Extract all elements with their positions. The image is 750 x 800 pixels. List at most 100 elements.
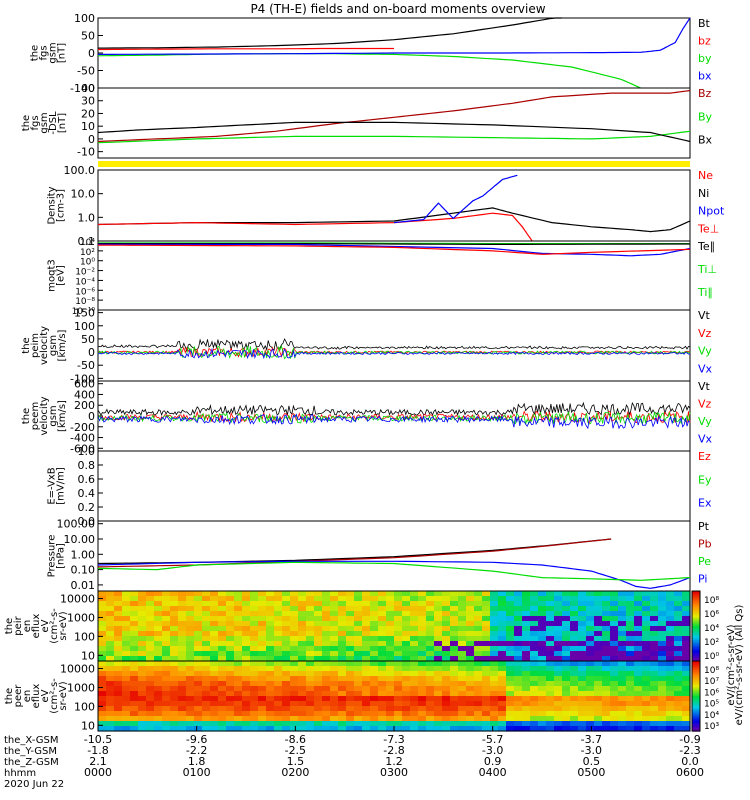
heatmap-cell bbox=[322, 721, 331, 727]
heatmap-cell bbox=[98, 626, 107, 632]
heatmap-cell bbox=[410, 711, 419, 717]
heatmap-cell bbox=[314, 591, 323, 597]
heatmap-cell bbox=[298, 701, 307, 707]
heatmap-cell bbox=[594, 596, 603, 602]
heatmap-cell bbox=[234, 726, 243, 732]
heatmap-cell bbox=[458, 636, 467, 642]
heatmap-cell bbox=[402, 591, 411, 597]
heatmap-cell bbox=[258, 646, 267, 652]
heatmap-cell bbox=[666, 721, 675, 727]
legend-npot: Npot bbox=[698, 205, 725, 218]
heatmap-cell bbox=[250, 641, 259, 647]
heatmap-cell bbox=[466, 726, 475, 732]
heatmap-cell bbox=[250, 696, 259, 702]
heatmap-cell bbox=[426, 591, 435, 597]
heatmap-cell bbox=[322, 666, 331, 672]
heatmap-cell bbox=[282, 591, 291, 597]
heatmap-cell bbox=[450, 596, 459, 602]
heatmap-cell bbox=[114, 691, 123, 697]
y-tick-label: 0 bbox=[88, 410, 95, 423]
heatmap-cell bbox=[370, 636, 379, 642]
heatmap-cell bbox=[202, 666, 211, 672]
heatmap-cell bbox=[194, 606, 203, 612]
heatmap-cell bbox=[154, 596, 163, 602]
heatmap-cell bbox=[410, 686, 419, 692]
heatmap-cell bbox=[658, 626, 667, 632]
heatmap-cell bbox=[330, 666, 339, 672]
heatmap-cell bbox=[138, 591, 147, 597]
heatmap-cell bbox=[506, 611, 515, 617]
heatmap-cell bbox=[594, 726, 603, 732]
heatmap-cell bbox=[466, 716, 475, 722]
heatmap-cell bbox=[578, 726, 587, 732]
heatmap-cell bbox=[394, 636, 403, 642]
heatmap-cell bbox=[634, 611, 643, 617]
panel-frame bbox=[97, 240, 691, 311]
heatmap-cell bbox=[266, 626, 275, 632]
colorbar-segment bbox=[692, 636, 700, 639]
heatmap-cell bbox=[418, 711, 427, 717]
heatmap-cell bbox=[578, 661, 587, 667]
heatmap-cell bbox=[618, 646, 627, 652]
heatmap-cell bbox=[314, 641, 323, 647]
heatmap-cell bbox=[650, 681, 659, 687]
heatmap-cell bbox=[418, 606, 427, 612]
heatmap-cell bbox=[642, 591, 651, 597]
heatmap-cell bbox=[258, 716, 267, 722]
heatmap-cell bbox=[450, 676, 459, 682]
heatmap-cell bbox=[562, 626, 571, 632]
heatmap-cell bbox=[458, 611, 467, 617]
y-tick-label: 40 bbox=[81, 82, 95, 95]
heatmap-cell bbox=[642, 606, 651, 612]
heatmap-cell bbox=[122, 616, 131, 622]
heatmap-cell bbox=[450, 616, 459, 622]
heatmap-cell bbox=[674, 721, 683, 727]
heatmap-cell bbox=[258, 676, 267, 682]
heatmap-cell bbox=[178, 596, 187, 602]
heatmap-cell bbox=[146, 596, 155, 602]
heatmap-cell bbox=[682, 656, 691, 662]
heatmap-cell bbox=[330, 621, 339, 627]
heatmap-cell bbox=[394, 666, 403, 672]
heatmap-cell bbox=[418, 726, 427, 732]
colorbar-segment bbox=[692, 724, 700, 727]
heatmap-cell bbox=[546, 726, 555, 732]
x-tick-label: -2.3 bbox=[679, 744, 700, 757]
heatmap-cell bbox=[130, 596, 139, 602]
heatmap-cell bbox=[330, 601, 339, 607]
heatmap-cell bbox=[106, 671, 115, 677]
heatmap-cell bbox=[490, 631, 499, 637]
x-tick-label: -10.5 bbox=[84, 733, 112, 746]
y-tick-label: -400 bbox=[70, 432, 95, 445]
heatmap-cell bbox=[474, 701, 483, 707]
heatmap-cell bbox=[330, 716, 339, 722]
heatmap-cell bbox=[666, 671, 675, 677]
series-line-bz bbox=[98, 47, 394, 51]
heatmap-cell bbox=[106, 596, 115, 602]
heatmap-cell bbox=[506, 606, 515, 612]
heatmap-cell bbox=[258, 666, 267, 672]
heatmap-cell bbox=[298, 601, 307, 607]
heatmap-cell bbox=[170, 641, 179, 647]
heatmap-cell bbox=[466, 606, 475, 612]
heatmap-cell bbox=[266, 621, 275, 627]
heatmap-cell bbox=[138, 676, 147, 682]
heatmap-cell bbox=[674, 596, 683, 602]
heatmap-cell bbox=[418, 721, 427, 727]
heatmap-cell bbox=[506, 676, 515, 682]
heatmap-cell bbox=[482, 721, 491, 727]
heatmap-cell bbox=[170, 711, 179, 717]
heatmap-cell bbox=[250, 716, 259, 722]
heatmap-cell bbox=[130, 651, 139, 657]
heatmap-cell bbox=[450, 641, 459, 647]
heatmap-cell bbox=[210, 641, 219, 647]
heatmap-cell bbox=[370, 611, 379, 617]
heatmap-cell bbox=[250, 631, 259, 637]
heatmap-cell bbox=[522, 711, 531, 717]
velocity-trace-red bbox=[97, 346, 691, 358]
heatmap-cell bbox=[362, 631, 371, 637]
series-line-pi bbox=[97, 560, 691, 589]
heatmap-cell bbox=[170, 591, 179, 597]
heatmap-cell bbox=[578, 626, 587, 632]
heatmap-cell bbox=[634, 666, 643, 672]
